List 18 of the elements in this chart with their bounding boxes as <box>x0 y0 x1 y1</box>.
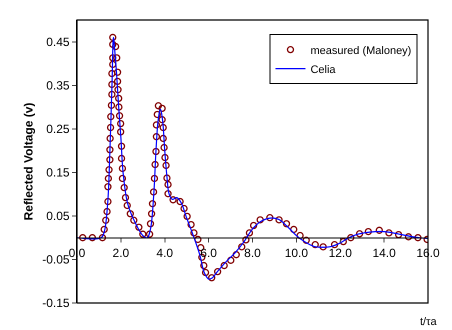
y-tick-label: 0.45 <box>46 34 70 49</box>
x-tick-label: 14.0 <box>372 246 396 260</box>
x-tick-label: 4.0 <box>156 246 174 260</box>
y-tick-label: 0.05 <box>46 209 70 224</box>
x-tick-label: 6.0 <box>200 246 218 260</box>
legend-label: Celia <box>310 64 336 76</box>
y-tick-label: 0.35 <box>46 78 70 93</box>
x-tick-label: 10.0 <box>284 246 308 260</box>
x-tick-label: 2.0 <box>112 246 130 260</box>
x-tick-label: 8.0 <box>244 246 262 260</box>
y-tick-label: 0.25 <box>46 122 70 136</box>
legend-label: measured (Maloney) <box>310 44 412 57</box>
y-tick-label: 0.15 <box>46 166 70 180</box>
y-tick-label: -0.15 <box>42 296 70 310</box>
x-tick-label: 12.0 <box>328 246 352 260</box>
y-tick-label: -0.05 <box>42 252 70 267</box>
x-axis-title: t/τa <box>420 316 438 328</box>
y-axis-title: Reflected Voltage (v) <box>22 102 36 220</box>
